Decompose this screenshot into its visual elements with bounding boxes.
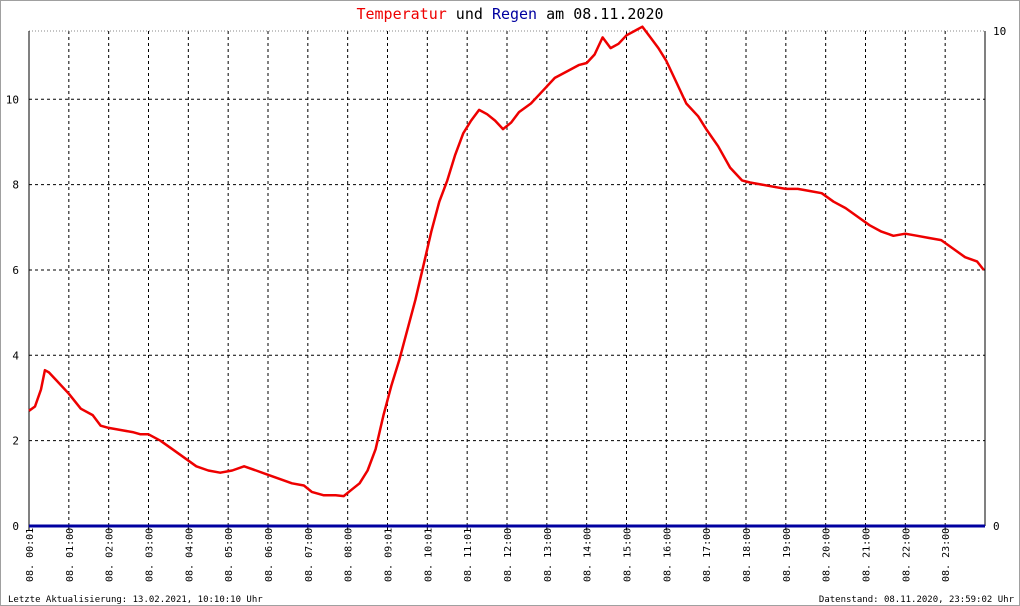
- x-tick-label: 08. 18:00: [742, 528, 753, 582]
- x-tick-label: 08. 01:00: [65, 528, 76, 582]
- x-tick-label: 08. 03:00: [145, 528, 156, 582]
- title-und: und: [447, 5, 492, 23]
- y-tick-label-left: 2: [12, 435, 19, 448]
- x-tick-label: 08. 17:00: [702, 528, 713, 582]
- x-tick-label: 08. 09:01: [384, 528, 395, 582]
- title-date: am 08.11.2020: [537, 5, 663, 23]
- x-tick-label: 08. 11:01: [463, 528, 474, 582]
- y-tick-label-right: 10: [993, 25, 1006, 38]
- x-tick-label: 08. 22:00: [901, 528, 912, 582]
- x-tick-label: 08. 15:00: [623, 528, 634, 582]
- y-tick-label-left: 6: [12, 264, 19, 277]
- x-tick-label: 08. 20:00: [822, 528, 833, 582]
- footer-last-update: Letzte Aktualisierung: 13.02.2021, 10:10…: [8, 595, 263, 605]
- x-tick-label: 08. 06:00: [264, 528, 275, 582]
- chart-title: Temperatur und Regen am 08.11.2020: [356, 5, 663, 23]
- x-tick-label: 08. 14:00: [583, 528, 594, 582]
- y-tick-label-left: 4: [12, 349, 19, 362]
- series: [28, 25, 985, 528]
- title-regen: Regen: [492, 5, 537, 23]
- y-tick-label-left: 8: [12, 179, 19, 192]
- x-tick-label: 08. 08:00: [344, 528, 355, 582]
- title-temperature: Temperatur: [356, 5, 446, 23]
- x-tick-label: 08. 00:01: [25, 528, 36, 582]
- x-tick-label: 08. 02:00: [105, 528, 116, 582]
- x-tick-label: 08. 10:01: [423, 528, 434, 582]
- x-tick-label: 08. 13:00: [543, 528, 554, 582]
- grid: [29, 30, 985, 526]
- x-tick-label: 08. 12:00: [503, 528, 514, 582]
- x-tick-label: 08. 16:00: [662, 528, 673, 582]
- x-tick-label: 08. 19:00: [782, 528, 793, 582]
- y-tick-label-left: 0: [12, 520, 19, 533]
- x-tick-label: 08. 05:00: [224, 528, 235, 582]
- x-tick-label: 08. 04:00: [184, 528, 195, 582]
- y-tick-label-left: 10: [6, 93, 19, 106]
- x-tick-label: 08. 07:00: [304, 528, 315, 582]
- x-tick-label: 08. 21:00: [862, 528, 873, 582]
- x-tick-label: 08. 23:00: [941, 528, 952, 582]
- temperature-series-line: [28, 25, 985, 498]
- y-tick-label-right: 0: [993, 520, 1000, 533]
- tick-labels: 08. 00:01 08. 01:00 08. 02:00 08. 03:00 08. …: [6, 25, 1007, 582]
- footer-data-status: Datenstand: 08.11.2020, 23:59:02 Uhr: [818, 595, 1014, 605]
